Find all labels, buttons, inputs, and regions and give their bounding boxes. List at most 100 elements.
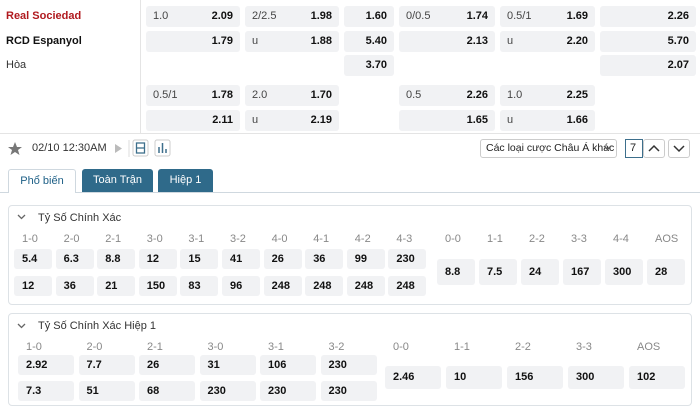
score-odds[interactable]: 230 [260, 381, 316, 401]
score-odds[interactable]: 36 [305, 249, 344, 269]
score-odds[interactable]: 26 [139, 355, 195, 375]
score-odds[interactable]: 24 [521, 259, 559, 285]
score-odds[interactable]: 156 [507, 366, 563, 389]
score-label: 1-1 [487, 233, 503, 245]
score-label: 4-1 [313, 233, 330, 245]
score-odds[interactable]: 21 [97, 276, 136, 296]
odds-cell[interactable]: 5.40 [344, 31, 394, 52]
handicap-line: u [507, 35, 514, 47]
score-odds[interactable]: 102 [629, 366, 685, 389]
score-odds[interactable]: 36 [55, 276, 94, 296]
score-odds[interactable]: 167 [563, 259, 601, 285]
down-button[interactable] [668, 139, 690, 158]
odds-value: 1.79 [211, 35, 233, 47]
odds-cell[interactable]: 2.11 [146, 110, 240, 131]
score-odds[interactable]: 99 [346, 249, 385, 269]
handicap-line: 0/0.5 [406, 10, 431, 22]
score-odds[interactable]: 248 [263, 276, 302, 296]
score-label: 2-2 [529, 233, 545, 245]
odds-cell[interactable]: 0.5 2.26 [399, 85, 495, 106]
favorite-star[interactable] [8, 142, 22, 155]
score-label: 4-4 [613, 233, 629, 245]
odds-cell[interactable]: u 2.19 [245, 110, 339, 131]
team-label: RCD Espanyol [6, 35, 82, 47]
odds-cell[interactable]: 0.5/1 1.78 [146, 85, 240, 106]
score-odds[interactable]: 7.7 [78, 355, 135, 375]
odds-cell[interactable]: 0.5/1 1.69 [500, 6, 595, 27]
team-divider [140, 0, 141, 133]
score-odds[interactable]: 7.5 [479, 259, 517, 285]
score-odds[interactable]: 15 [180, 249, 219, 269]
odds-cell[interactable]: 1.79 [146, 31, 240, 52]
odds-cell[interactable]: 1.65 [399, 110, 495, 131]
score-odds[interactable]: 6.3 [55, 249, 94, 269]
score-label: 3-2 [230, 233, 246, 245]
odds-cell[interactable]: 1.60 [344, 6, 394, 27]
score-odds[interactable]: 300 [605, 259, 643, 285]
odds-cell[interactable]: 3.70 [344, 55, 394, 76]
play-icon[interactable] [115, 144, 122, 153]
tab[interactable]: Toàn Trận [82, 169, 153, 192]
odds-cell[interactable]: u 1.66 [500, 110, 595, 131]
odds-cell[interactable]: 2.26 [600, 6, 696, 27]
score-label: 0-0 [445, 233, 461, 245]
section-box [8, 313, 692, 406]
match-divider [0, 133, 700, 134]
score-odds[interactable]: 10 [446, 366, 502, 389]
score-label: 3-1 [188, 233, 205, 245]
section-title[interactable]: Tỷ Số Chính Xác Hiệp 1 [38, 320, 157, 332]
layout-icon[interactable] [132, 139, 149, 157]
odds-cell[interactable]: 1.0 2.25 [500, 85, 595, 106]
score-odds[interactable]: 248 [346, 276, 385, 296]
odds-cell[interactable]: 0/0.5 1.74 [399, 6, 495, 27]
score-odds[interactable]: 68 [139, 381, 195, 401]
score-odds[interactable]: 31 [199, 355, 256, 375]
up-button[interactable] [643, 139, 665, 158]
odds-cell[interactable]: 1.0 2.09 [146, 6, 240, 27]
odds-cell[interactable]: 5.70 [600, 31, 696, 52]
odds-cell[interactable]: u 1.88 [245, 31, 339, 52]
score-odds[interactable]: 41 [222, 249, 260, 269]
score-odds[interactable]: 8.8 [97, 249, 136, 269]
score-odds[interactable]: 248 [388, 276, 427, 296]
handicap-line: 0.5/1 [153, 89, 178, 101]
score-odds[interactable]: 28 [647, 259, 685, 285]
score-odds[interactable]: 26 [263, 249, 302, 269]
odds-cell[interactable]: 2.07 [600, 55, 696, 76]
score-odds[interactable]: 7.3 [18, 381, 74, 401]
score-odds[interactable]: 106 [260, 355, 316, 375]
score-odds[interactable]: 5.4 [14, 249, 52, 269]
score-odds[interactable]: 51 [78, 381, 135, 401]
score-label: 2-2 [515, 341, 531, 353]
tab[interactable]: Phổ biến [8, 169, 76, 193]
handicap-line: 0.5 [406, 89, 422, 101]
odds-cell[interactable]: 2.0 1.70 [245, 85, 339, 106]
score-odds[interactable]: 230 [320, 355, 377, 375]
score-odds[interactable]: 12 [138, 249, 177, 269]
score-label: 3-0 [207, 341, 224, 353]
score-odds[interactable]: 248 [305, 276, 344, 296]
score-odds[interactable]: 83 [180, 276, 219, 296]
score-odds[interactable]: 230 [320, 381, 377, 401]
score-label: AOS [637, 341, 661, 353]
odds-value: 3.70 [365, 59, 387, 71]
market-select[interactable]: Các loại cược Châu Á khác [480, 139, 617, 158]
score-odds[interactable]: 8.8 [437, 259, 475, 285]
score-odds[interactable]: 300 [568, 366, 624, 389]
score-odds[interactable]: 2.46 [385, 366, 441, 389]
score-odds[interactable]: 12 [14, 276, 52, 296]
page-input[interactable]: 7 [625, 139, 643, 158]
stats-icon[interactable] [154, 139, 171, 157]
score-label: 4-0 [271, 233, 288, 245]
score-odds[interactable]: 150 [138, 276, 177, 296]
section-title[interactable]: Tỷ Số Chính Xác [38, 212, 122, 224]
odds-cell[interactable]: 2.13 [399, 31, 495, 52]
odds-cell[interactable]: 2/2.5 1.98 [245, 6, 339, 27]
score-odds[interactable]: 2.92 [18, 355, 74, 375]
score-odds[interactable]: 96 [222, 276, 260, 296]
score-odds[interactable]: 230 [199, 381, 256, 401]
odds-cell[interactable]: u 2.20 [500, 31, 595, 52]
score-odds[interactable]: 230 [388, 249, 427, 269]
tab[interactable]: Hiệp 1 [158, 169, 213, 192]
